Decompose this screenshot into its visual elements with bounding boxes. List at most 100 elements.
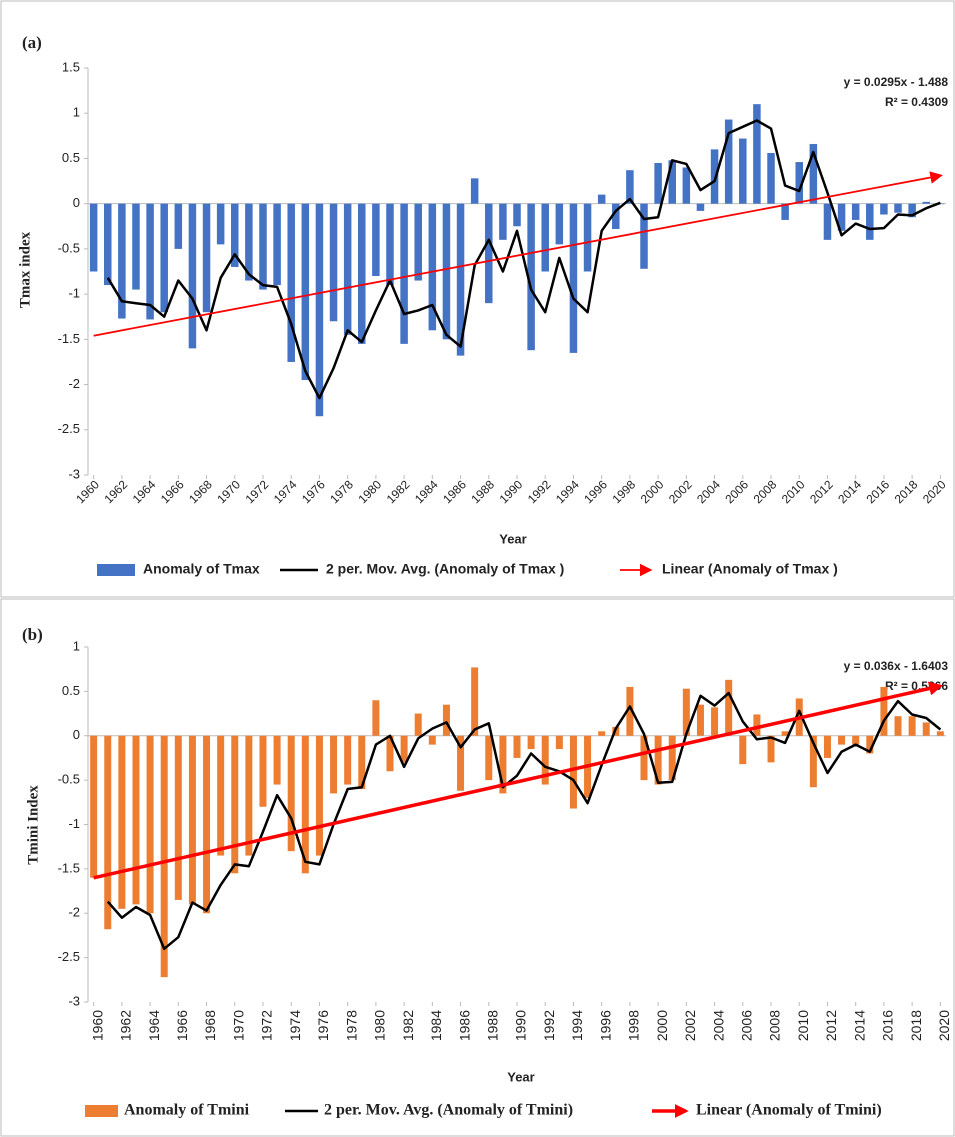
x-tick-label: 1970 bbox=[214, 477, 243, 506]
bar bbox=[513, 203, 521, 227]
bar bbox=[428, 735, 436, 745]
x-tick-label: 2006 bbox=[738, 1010, 754, 1041]
x-tick-label: 1998 bbox=[626, 1010, 642, 1041]
bar bbox=[118, 203, 126, 319]
y-tick-label: -2.5 bbox=[58, 949, 80, 964]
bar bbox=[442, 704, 450, 736]
panel-frame bbox=[0, 598, 955, 1137]
bar bbox=[358, 735, 366, 789]
bar bbox=[682, 688, 690, 736]
y-tick-label: 0.5 bbox=[62, 150, 80, 165]
panel-frame bbox=[0, 0, 955, 598]
bar bbox=[739, 138, 747, 204]
bar bbox=[612, 203, 620, 229]
bar bbox=[146, 735, 154, 914]
bar bbox=[640, 735, 648, 781]
y-tick-label: 1 bbox=[73, 105, 80, 120]
bar bbox=[569, 203, 578, 353]
bar bbox=[132, 203, 140, 290]
x-tick-label: 1990 bbox=[497, 477, 526, 506]
bar bbox=[922, 722, 930, 736]
bar bbox=[668, 735, 676, 781]
x-tick-label: 1972 bbox=[259, 1010, 275, 1041]
y-tick-label: -1.5 bbox=[58, 860, 80, 875]
x-axis-title: Year bbox=[499, 531, 526, 546]
bar bbox=[767, 153, 775, 204]
x-tick-label: 1994 bbox=[553, 477, 582, 506]
x-tick-label: 2020 bbox=[920, 477, 949, 506]
x-tick-label: 1984 bbox=[412, 477, 441, 506]
legend-label: 2 per. Mov. Avg. (Anomaly of Tmax ) bbox=[326, 561, 564, 577]
legend-label: Anomaly of Tmini bbox=[124, 1102, 250, 1119]
x-tick-label: 1996 bbox=[581, 477, 610, 506]
bar bbox=[809, 735, 817, 788]
x-tick-label: 1976 bbox=[299, 477, 328, 506]
bar bbox=[767, 735, 775, 763]
legend-label: Anomaly of Tmax bbox=[143, 561, 260, 577]
x-tick-label: 2004 bbox=[710, 1010, 726, 1041]
bar bbox=[682, 167, 691, 204]
y-tick-label: -0.5 bbox=[58, 240, 80, 255]
bar bbox=[753, 104, 761, 204]
bar bbox=[781, 203, 789, 220]
bar bbox=[146, 203, 154, 320]
x-tick-label: 1964 bbox=[130, 477, 159, 506]
x-tick-label: 1964 bbox=[146, 1010, 162, 1041]
bar bbox=[315, 203, 324, 417]
bar bbox=[499, 735, 507, 794]
y-tick-label: -1.5 bbox=[58, 331, 80, 346]
bar bbox=[456, 203, 465, 356]
bar bbox=[174, 203, 183, 249]
x-tick-label: 1992 bbox=[541, 1010, 557, 1041]
bar bbox=[626, 170, 634, 204]
bar bbox=[104, 203, 112, 286]
bar bbox=[696, 203, 705, 211]
x-tick-label: 2006 bbox=[722, 477, 751, 506]
y-tick-label: 0.5 bbox=[62, 683, 80, 698]
bar bbox=[781, 731, 789, 736]
x-tick-label: 1978 bbox=[327, 477, 356, 506]
bar bbox=[174, 735, 182, 900]
x-tick-label: 1972 bbox=[243, 477, 272, 506]
x-tick-label: 2004 bbox=[694, 477, 723, 506]
bar bbox=[837, 203, 846, 231]
bar bbox=[160, 203, 168, 313]
bar bbox=[527, 735, 535, 750]
bar bbox=[710, 149, 719, 204]
bar bbox=[400, 203, 408, 344]
bar bbox=[711, 707, 719, 736]
bar bbox=[245, 203, 253, 281]
x-tick-label: 2012 bbox=[807, 477, 836, 506]
legend-label: Linear (Anomaly of Tmax ) bbox=[662, 561, 838, 577]
bar bbox=[809, 143, 818, 204]
bar bbox=[894, 716, 902, 736]
y-tick-label: 0 bbox=[73, 195, 80, 210]
legend-label: 2 per. Mov. Avg. (Anomaly of Tmini) bbox=[324, 1102, 573, 1119]
panel-label: (b) bbox=[22, 625, 43, 644]
bar bbox=[851, 203, 860, 220]
x-tick-label: 2018 bbox=[908, 1010, 924, 1041]
x-tick-label: 2020 bbox=[936, 1010, 952, 1041]
bar bbox=[259, 203, 267, 290]
x-tick-label: 2008 bbox=[751, 477, 780, 506]
x-tick-label: 1968 bbox=[202, 1010, 218, 1041]
bar bbox=[259, 735, 267, 807]
y-tick-label: -0.5 bbox=[58, 772, 80, 787]
x-tick-label: 2014 bbox=[851, 1010, 867, 1041]
bar bbox=[231, 735, 239, 874]
bar bbox=[245, 735, 253, 856]
bar bbox=[343, 203, 352, 335]
bar bbox=[301, 735, 309, 874]
moving-average-line bbox=[106, 119, 941, 400]
bar bbox=[386, 735, 394, 772]
bar bbox=[273, 735, 281, 785]
x-tick-label: 1978 bbox=[343, 1010, 359, 1041]
x-tick-label: 2002 bbox=[666, 477, 695, 506]
bar bbox=[866, 735, 874, 754]
bar bbox=[400, 735, 408, 763]
bar bbox=[118, 735, 126, 909]
x-tick-label: 1960 bbox=[89, 1010, 105, 1041]
x-tick-label: 2018 bbox=[892, 477, 921, 506]
bar bbox=[499, 203, 507, 240]
